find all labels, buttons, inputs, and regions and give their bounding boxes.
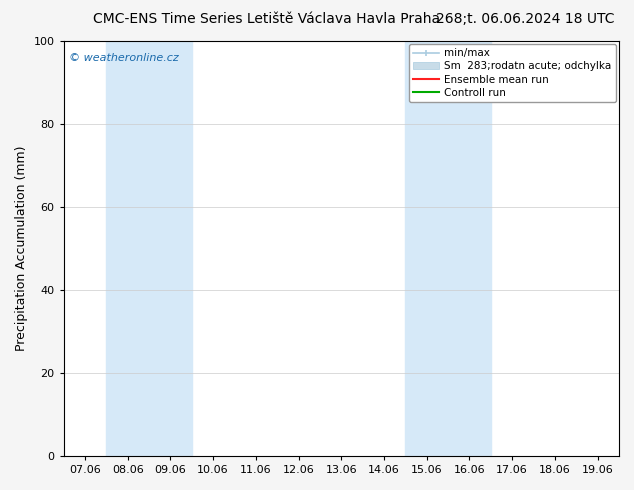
Y-axis label: Precipitation Accumulation (mm): Precipitation Accumulation (mm) xyxy=(15,146,28,351)
Text: © weatheronline.cz: © weatheronline.cz xyxy=(69,53,179,64)
Legend: min/max, Sm  283;rodatn acute; odchylka, Ensemble mean run, Controll run: min/max, Sm 283;rodatn acute; odchylka, … xyxy=(409,44,616,102)
Bar xyxy=(405,41,491,456)
Text: CMC-ENS Time Series Letiště Václava Havla Praha: CMC-ENS Time Series Letiště Václava Havl… xyxy=(93,12,440,26)
Text: 268;t. 06.06.2024 18 UTC: 268;t. 06.06.2024 18 UTC xyxy=(436,12,615,26)
Bar xyxy=(107,41,191,456)
